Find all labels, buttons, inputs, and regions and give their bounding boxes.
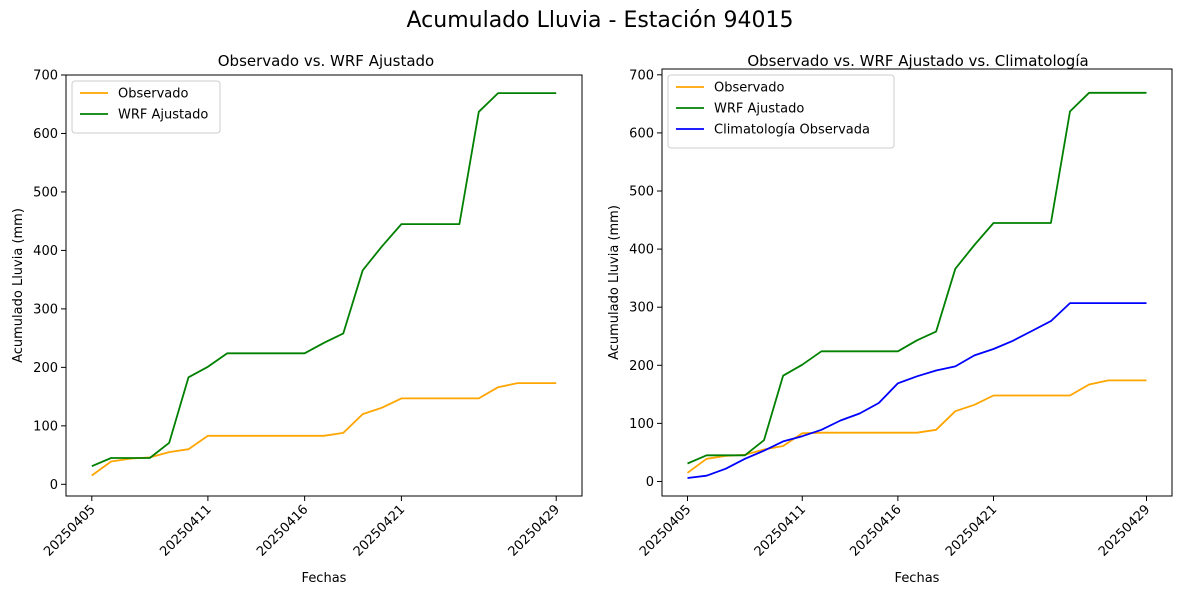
x-axis-label: Fechas: [302, 571, 347, 586]
y-tick-label: 200: [33, 361, 58, 376]
y-tick-label: 600: [629, 126, 654, 141]
x-tick-label: 20250421: [943, 502, 1000, 559]
series-line-1: [91, 382, 557, 477]
legend-label: Climatología Observada: [714, 123, 870, 138]
legend-label: WRF Ajustado: [118, 108, 208, 123]
legend-label: Observado: [118, 87, 189, 102]
y-tick-label: 600: [33, 127, 58, 142]
x-tick-label: 20250421: [351, 502, 408, 559]
x-tick-label: 20250411: [157, 502, 214, 559]
y-tick-label: 700: [33, 69, 58, 84]
y-tick-label: 300: [33, 302, 58, 317]
series-line-2: [91, 92, 557, 468]
y-axis-label: Acumulado Lluvia (mm): [11, 208, 26, 363]
chart-title: Observado vs. WRF Ajustado vs. Climatolo…: [747, 52, 1088, 70]
y-tick-label: 200: [629, 359, 654, 374]
legend-box: [71, 80, 221, 134]
x-tick-label: 20250429: [1096, 502, 1153, 559]
x-tick-label: 20250429: [506, 502, 563, 559]
y-tick-label: 0: [646, 475, 654, 490]
y-tick-label: 500: [629, 185, 654, 200]
series-line-2: [687, 91, 1147, 465]
x-tick-label: 20250416: [254, 502, 311, 559]
plot-frame: [661, 68, 1173, 497]
chart-title: Observado vs. WRF Ajustado: [218, 52, 434, 70]
y-tick-label: 500: [33, 185, 58, 200]
x-tick-label: 20250405: [41, 502, 98, 559]
legend-label: Observado: [714, 81, 785, 96]
series-line-3: [687, 302, 1147, 479]
y-axis-label: Acumulado Lluvia (mm): [607, 205, 622, 360]
x-axis-label: Fechas: [895, 571, 940, 586]
legend-label: WRF Ajustado: [714, 102, 804, 117]
y-tick-label: 700: [629, 68, 654, 83]
legend-box: [667, 74, 895, 149]
y-tick-label: 0: [50, 478, 58, 493]
plot-frame: [65, 74, 583, 497]
x-tick-label: 20250405: [637, 502, 694, 559]
chart-panel-1: Observado vs. WRF Ajustado 0 100 200 300 400 5…: [11, 52, 583, 586]
y-tick-label: 100: [33, 419, 58, 434]
x-tick-label: 20250411: [752, 502, 809, 559]
chart-panel-2: Observado vs. WRF Ajustado vs. Climatolo…: [607, 52, 1173, 586]
y-tick-label: 400: [629, 243, 654, 258]
figure-suptitle: Acumulado Lluvia - Estación 94015: [406, 8, 794, 33]
y-tick-label: 300: [629, 301, 654, 316]
y-tick-label: 400: [33, 244, 58, 259]
x-tick-label: 20250416: [847, 502, 904, 559]
y-tick-label: 100: [629, 417, 654, 432]
series-line-1: [686, 379, 1147, 474]
